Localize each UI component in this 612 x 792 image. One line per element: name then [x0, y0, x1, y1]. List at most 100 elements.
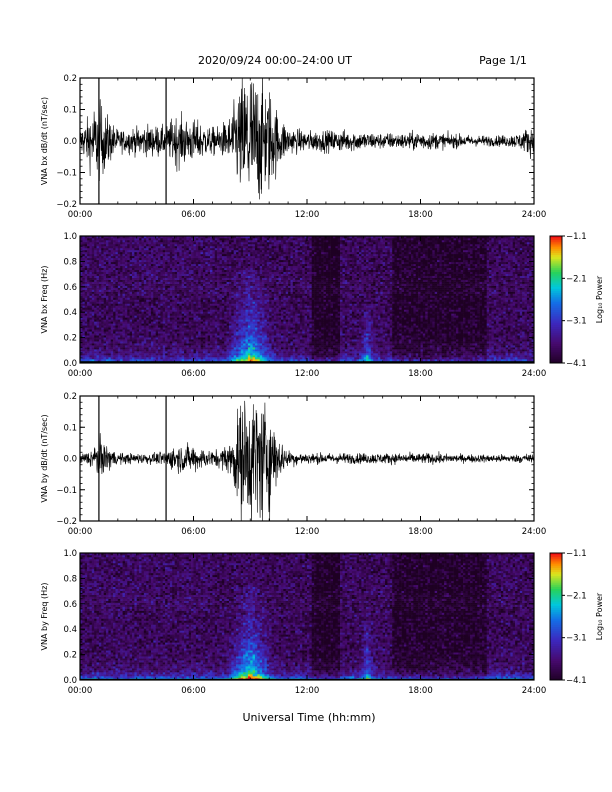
spectrogram-cell	[172, 311, 175, 314]
spectrogram-cell	[224, 347, 227, 350]
spectrogram-cell	[176, 285, 180, 288]
spectrogram-cell	[221, 339, 225, 342]
spectrogram-cell	[174, 237, 178, 241]
spectrogram-cell	[127, 241, 130, 245]
spectrogram-cell	[202, 241, 206, 245]
spectrogram-cell	[195, 293, 199, 296]
spectrogram-cell	[174, 309, 178, 312]
spectrogram-cell	[141, 335, 145, 338]
spectrogram-cell	[257, 303, 260, 306]
spectrogram-cell	[167, 277, 171, 280]
spectrogram-cell	[113, 247, 116, 251]
spectrogram-cell	[198, 347, 201, 350]
spectrogram-cell	[176, 249, 180, 253]
spectrogram-cell	[146, 283, 149, 286]
spectrogram-cell	[162, 281, 166, 284]
spectrogram-cell	[117, 341, 121, 344]
spectrogram-cell	[87, 299, 90, 302]
spectrogram-cell	[240, 317, 244, 320]
spectrogram-cell	[184, 251, 187, 255]
spectrogram-cell	[94, 317, 97, 320]
spectrogram-cell	[207, 253, 211, 257]
spectrogram-cell	[80, 237, 83, 241]
spectrogram-cell	[236, 283, 239, 286]
spectrogram-cell	[195, 305, 199, 308]
spectrogram-cell	[257, 319, 260, 322]
spectrogram-cell	[245, 319, 249, 322]
spectrogram-cell	[247, 239, 251, 243]
spectrogram-cell	[176, 293, 180, 296]
spectrogram-cell	[134, 267, 138, 271]
spectrogram-cell	[228, 333, 232, 336]
spectrogram-cell	[91, 255, 95, 259]
spectrogram-cell	[238, 303, 242, 306]
spectrogram-cell	[228, 335, 232, 338]
spectrogram-cell	[146, 323, 149, 326]
spectrogram-cell	[210, 259, 213, 263]
spectrogram-cell	[87, 237, 90, 241]
spectrogram-cell	[129, 307, 133, 310]
spectrogram-cell	[101, 289, 104, 292]
spectrogram-cell	[228, 351, 232, 354]
spectrogram-cell	[115, 357, 119, 360]
spectrogram-cell	[250, 305, 253, 308]
spectrogram-cell	[155, 329, 159, 332]
spectrogram-cell	[117, 239, 121, 243]
spectrogram-cell	[254, 289, 258, 292]
spectrogram-cell	[238, 353, 242, 356]
spectrogram-cell	[188, 325, 192, 328]
spectrogram-cell	[221, 345, 225, 348]
spectrogram-cell	[141, 331, 145, 334]
spectrogram-cell	[257, 239, 260, 243]
spectrogram-cell	[146, 303, 149, 306]
spectrogram-cell	[117, 237, 121, 241]
spectrogram-cell	[150, 323, 154, 326]
spectrogram-cell	[193, 319, 197, 322]
spectrogram-cell	[257, 263, 260, 267]
spectrogram-cell	[146, 295, 149, 298]
spectrogram-cell	[243, 245, 246, 249]
spectrogram-cell	[94, 325, 97, 328]
spectrogram-cell	[245, 297, 249, 300]
spectrogram-cell	[186, 349, 190, 352]
spectrogram-cell	[158, 295, 161, 298]
spectrogram-cell	[205, 236, 208, 239]
spectrogram-cell	[217, 309, 220, 312]
spectrogram-cell	[226, 333, 230, 336]
spectrogram-cell	[82, 303, 86, 306]
spectrogram-cell	[124, 315, 128, 318]
spectrogram-cell	[217, 307, 220, 310]
spectrogram-cell	[136, 271, 140, 274]
spectrogram-cell	[134, 359, 138, 362]
spectrogram-cell	[207, 359, 211, 362]
spectrogram-cell	[139, 323, 142, 326]
spectrogram-cell	[165, 277, 168, 280]
spectrogram-cell	[217, 331, 220, 334]
spectrogram-cell	[148, 337, 152, 340]
spectrogram-cell	[94, 281, 97, 284]
spectrogram-cell	[240, 331, 244, 334]
spectrogram-cell	[195, 287, 199, 290]
spectrogram-cell	[89, 271, 93, 274]
spectrogram-cell	[141, 313, 145, 316]
spectrogram-cell	[165, 279, 168, 282]
spectrogram-cell	[205, 295, 208, 298]
spectrogram-cell	[103, 253, 107, 257]
spectrogram-cell	[172, 301, 175, 304]
spectrogram-cell	[245, 247, 249, 251]
spectrogram-cell	[115, 353, 119, 356]
spectrogram-cell	[132, 343, 135, 346]
spectrogram-cell	[169, 319, 173, 322]
spectrogram-cell	[113, 321, 116, 324]
spectrogram-cell	[181, 321, 185, 324]
spectrogram-cell	[82, 357, 86, 360]
spectrogram-cell	[103, 331, 107, 334]
spectrogram-cell	[257, 243, 260, 247]
spectrogram-cell	[224, 281, 227, 284]
spectrogram-cell	[113, 337, 116, 340]
spectrogram-cell	[113, 345, 116, 348]
spectrogram-cell	[136, 321, 140, 324]
spectrogram-cell	[132, 236, 135, 239]
spectrogram-cell	[94, 349, 97, 352]
spectrogram-cell	[124, 327, 128, 330]
